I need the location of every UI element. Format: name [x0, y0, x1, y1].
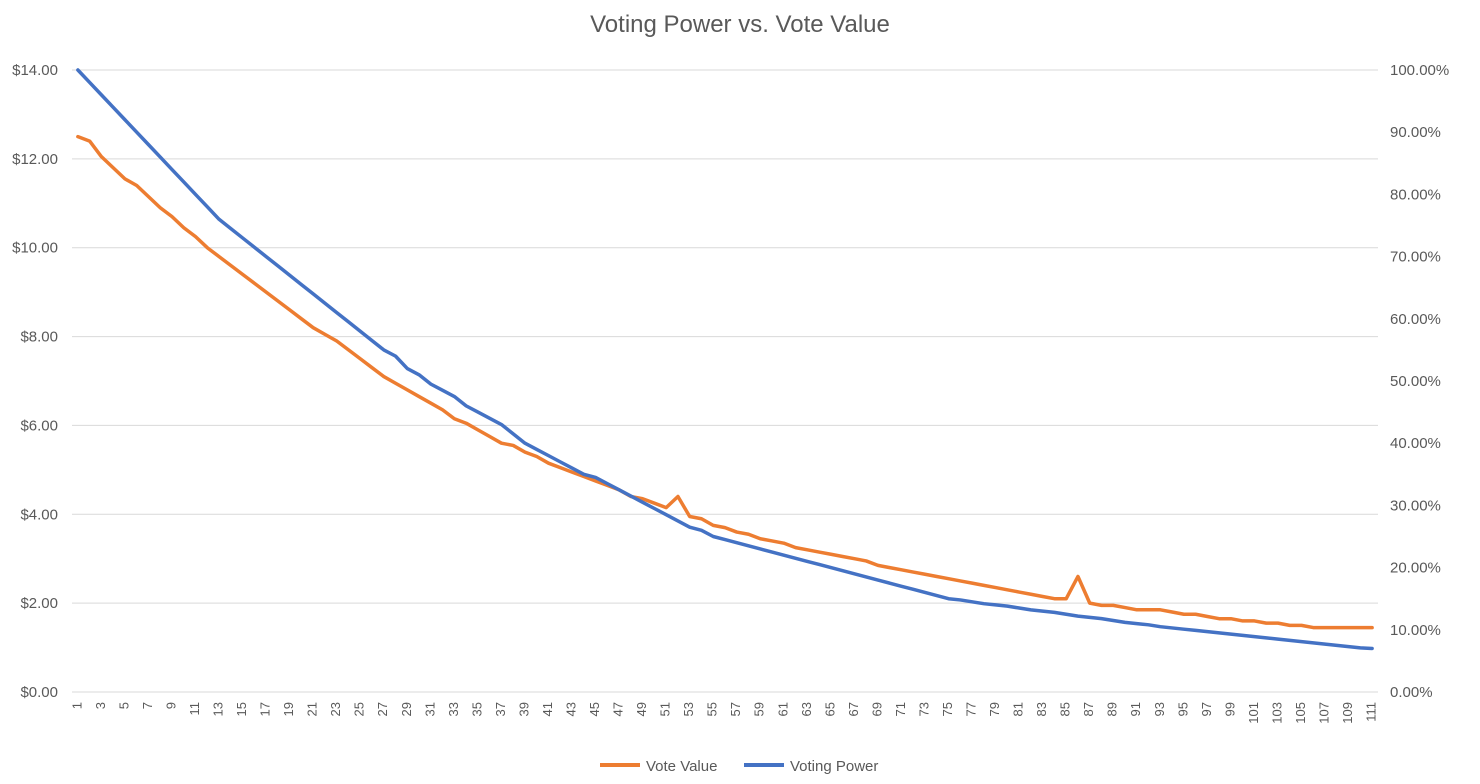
x-tick-label: 11	[187, 702, 202, 716]
y-right-tick-label: 100.00%	[1390, 62, 1449, 79]
x-tick-label: 17	[258, 702, 273, 716]
y-left-tick-label: $6.00	[20, 417, 58, 434]
x-tick-label: 85	[1058, 702, 1073, 716]
x-tick-label: 57	[728, 702, 743, 716]
legend: Vote Value Voting Power	[600, 758, 878, 775]
y-right-tick-label: 90.00%	[1390, 124, 1441, 141]
x-tick-label: 13	[211, 702, 226, 716]
x-tick-label: 75	[940, 702, 955, 716]
x-tick-label: 1	[69, 702, 84, 709]
y-left-tick-label: $10.00	[12, 240, 58, 257]
x-tick-label: 103	[1269, 702, 1284, 724]
y-right-tick-label: 80.00%	[1390, 186, 1441, 203]
x-tick-label: 79	[987, 702, 1002, 716]
x-tick-label: 61	[775, 702, 790, 716]
x-tick-label: 7	[140, 702, 155, 709]
x-tick-label: 101	[1246, 702, 1261, 724]
x-tick-label: 15	[234, 702, 249, 716]
x-tick-label: 49	[634, 702, 649, 716]
y-left-tick-label: $2.00	[20, 595, 58, 612]
x-tick-label: 37	[493, 702, 508, 716]
x-tick-label: 5	[116, 702, 131, 709]
x-tick-label: 91	[1128, 702, 1143, 716]
x-tick-label: 39	[516, 702, 531, 716]
x-tick-label: 83	[1034, 702, 1049, 716]
y-left-tick-label: $8.00	[20, 329, 58, 346]
x-tick-label: 27	[375, 702, 390, 716]
x-tick-label: 89	[1105, 702, 1120, 716]
x-tick-label: 9	[163, 702, 178, 709]
left-axis-ticks: $0.00 $2.00 $4.00 $6.00 $8.00 $10.00 $12.00 $14…	[12, 62, 58, 701]
series-line-voting-power	[76, 68, 1374, 651]
y-right-tick-label: 20.00%	[1390, 560, 1441, 577]
x-tick-label: 87	[1081, 702, 1096, 716]
x-tick-label: 25	[352, 702, 367, 716]
x-tick-label: 45	[587, 702, 602, 716]
x-tick-label: 51	[658, 702, 673, 716]
x-tick-label: 111	[1364, 702, 1379, 722]
x-tick-label: 65	[822, 702, 837, 716]
x-tick-label: 107	[1316, 702, 1331, 724]
x-tick-label: 23	[328, 702, 343, 716]
x-tick-label: 81	[1011, 702, 1026, 716]
y-right-tick-label: 70.00%	[1390, 249, 1441, 266]
x-tick-label: 67	[846, 702, 861, 716]
x-tick-label: 109	[1340, 702, 1355, 724]
x-tick-label: 97	[1199, 702, 1214, 716]
x-tick-label: 53	[681, 702, 696, 716]
x-tick-label: 63	[799, 702, 814, 716]
y-right-tick-label: 30.00%	[1390, 497, 1441, 514]
x-tick-label: 73	[916, 702, 931, 716]
x-tick-label: 31	[422, 702, 437, 716]
x-tick-label: 47	[611, 702, 626, 716]
x-tick-label: 77	[964, 702, 979, 716]
x-tick-label: 43	[563, 702, 578, 716]
x-tick-label: 59	[752, 702, 767, 716]
x-tick-label: 33	[446, 702, 461, 716]
series-line-vote-value	[76, 134, 1374, 630]
x-tick-label: 71	[893, 702, 908, 716]
x-tick-label: 3	[93, 702, 108, 709]
y-right-tick-label: 10.00%	[1390, 622, 1441, 639]
x-tick-label: 55	[705, 702, 720, 716]
x-axis-ticks: 1 3 5 7 9 11 13 15 17 19 21 23 25 27 29 31 33 35 37 39 41 43 4…	[69, 702, 1378, 724]
y-left-tick-label: $0.00	[20, 684, 58, 701]
x-tick-label: 105	[1293, 702, 1308, 724]
x-tick-label: 19	[281, 702, 296, 716]
series-layer	[76, 68, 1374, 651]
x-tick-label: 21	[305, 702, 320, 716]
gridlines	[72, 69, 1378, 693]
x-tick-label: 29	[399, 702, 414, 716]
y-left-tick-label: $12.00	[12, 151, 58, 168]
y-right-tick-label: 0.00%	[1390, 684, 1433, 701]
y-right-tick-label: 40.00%	[1390, 435, 1441, 452]
x-tick-label: 35	[469, 702, 484, 716]
chart-title: Voting Power vs. Vote Value	[590, 11, 890, 38]
y-left-tick-label: $14.00	[12, 62, 58, 79]
y-left-tick-label: $4.00	[20, 506, 58, 523]
x-tick-label: 41	[540, 702, 555, 716]
legend-label-vote-value: Vote Value	[646, 758, 717, 775]
x-tick-label: 95	[1175, 702, 1190, 716]
x-tick-label: 93	[1152, 702, 1167, 716]
legend-label-voting-power: Voting Power	[790, 758, 878, 775]
y-right-tick-label: 60.00%	[1390, 311, 1441, 328]
x-tick-label: 99	[1222, 702, 1237, 716]
y-right-tick-label: 50.00%	[1390, 373, 1441, 390]
right-axis-ticks: 0.00% 10.00% 20.00% 30.00% 40.00% 50.00% 60.00…	[1390, 62, 1449, 701]
x-tick-label: 69	[869, 702, 884, 716]
